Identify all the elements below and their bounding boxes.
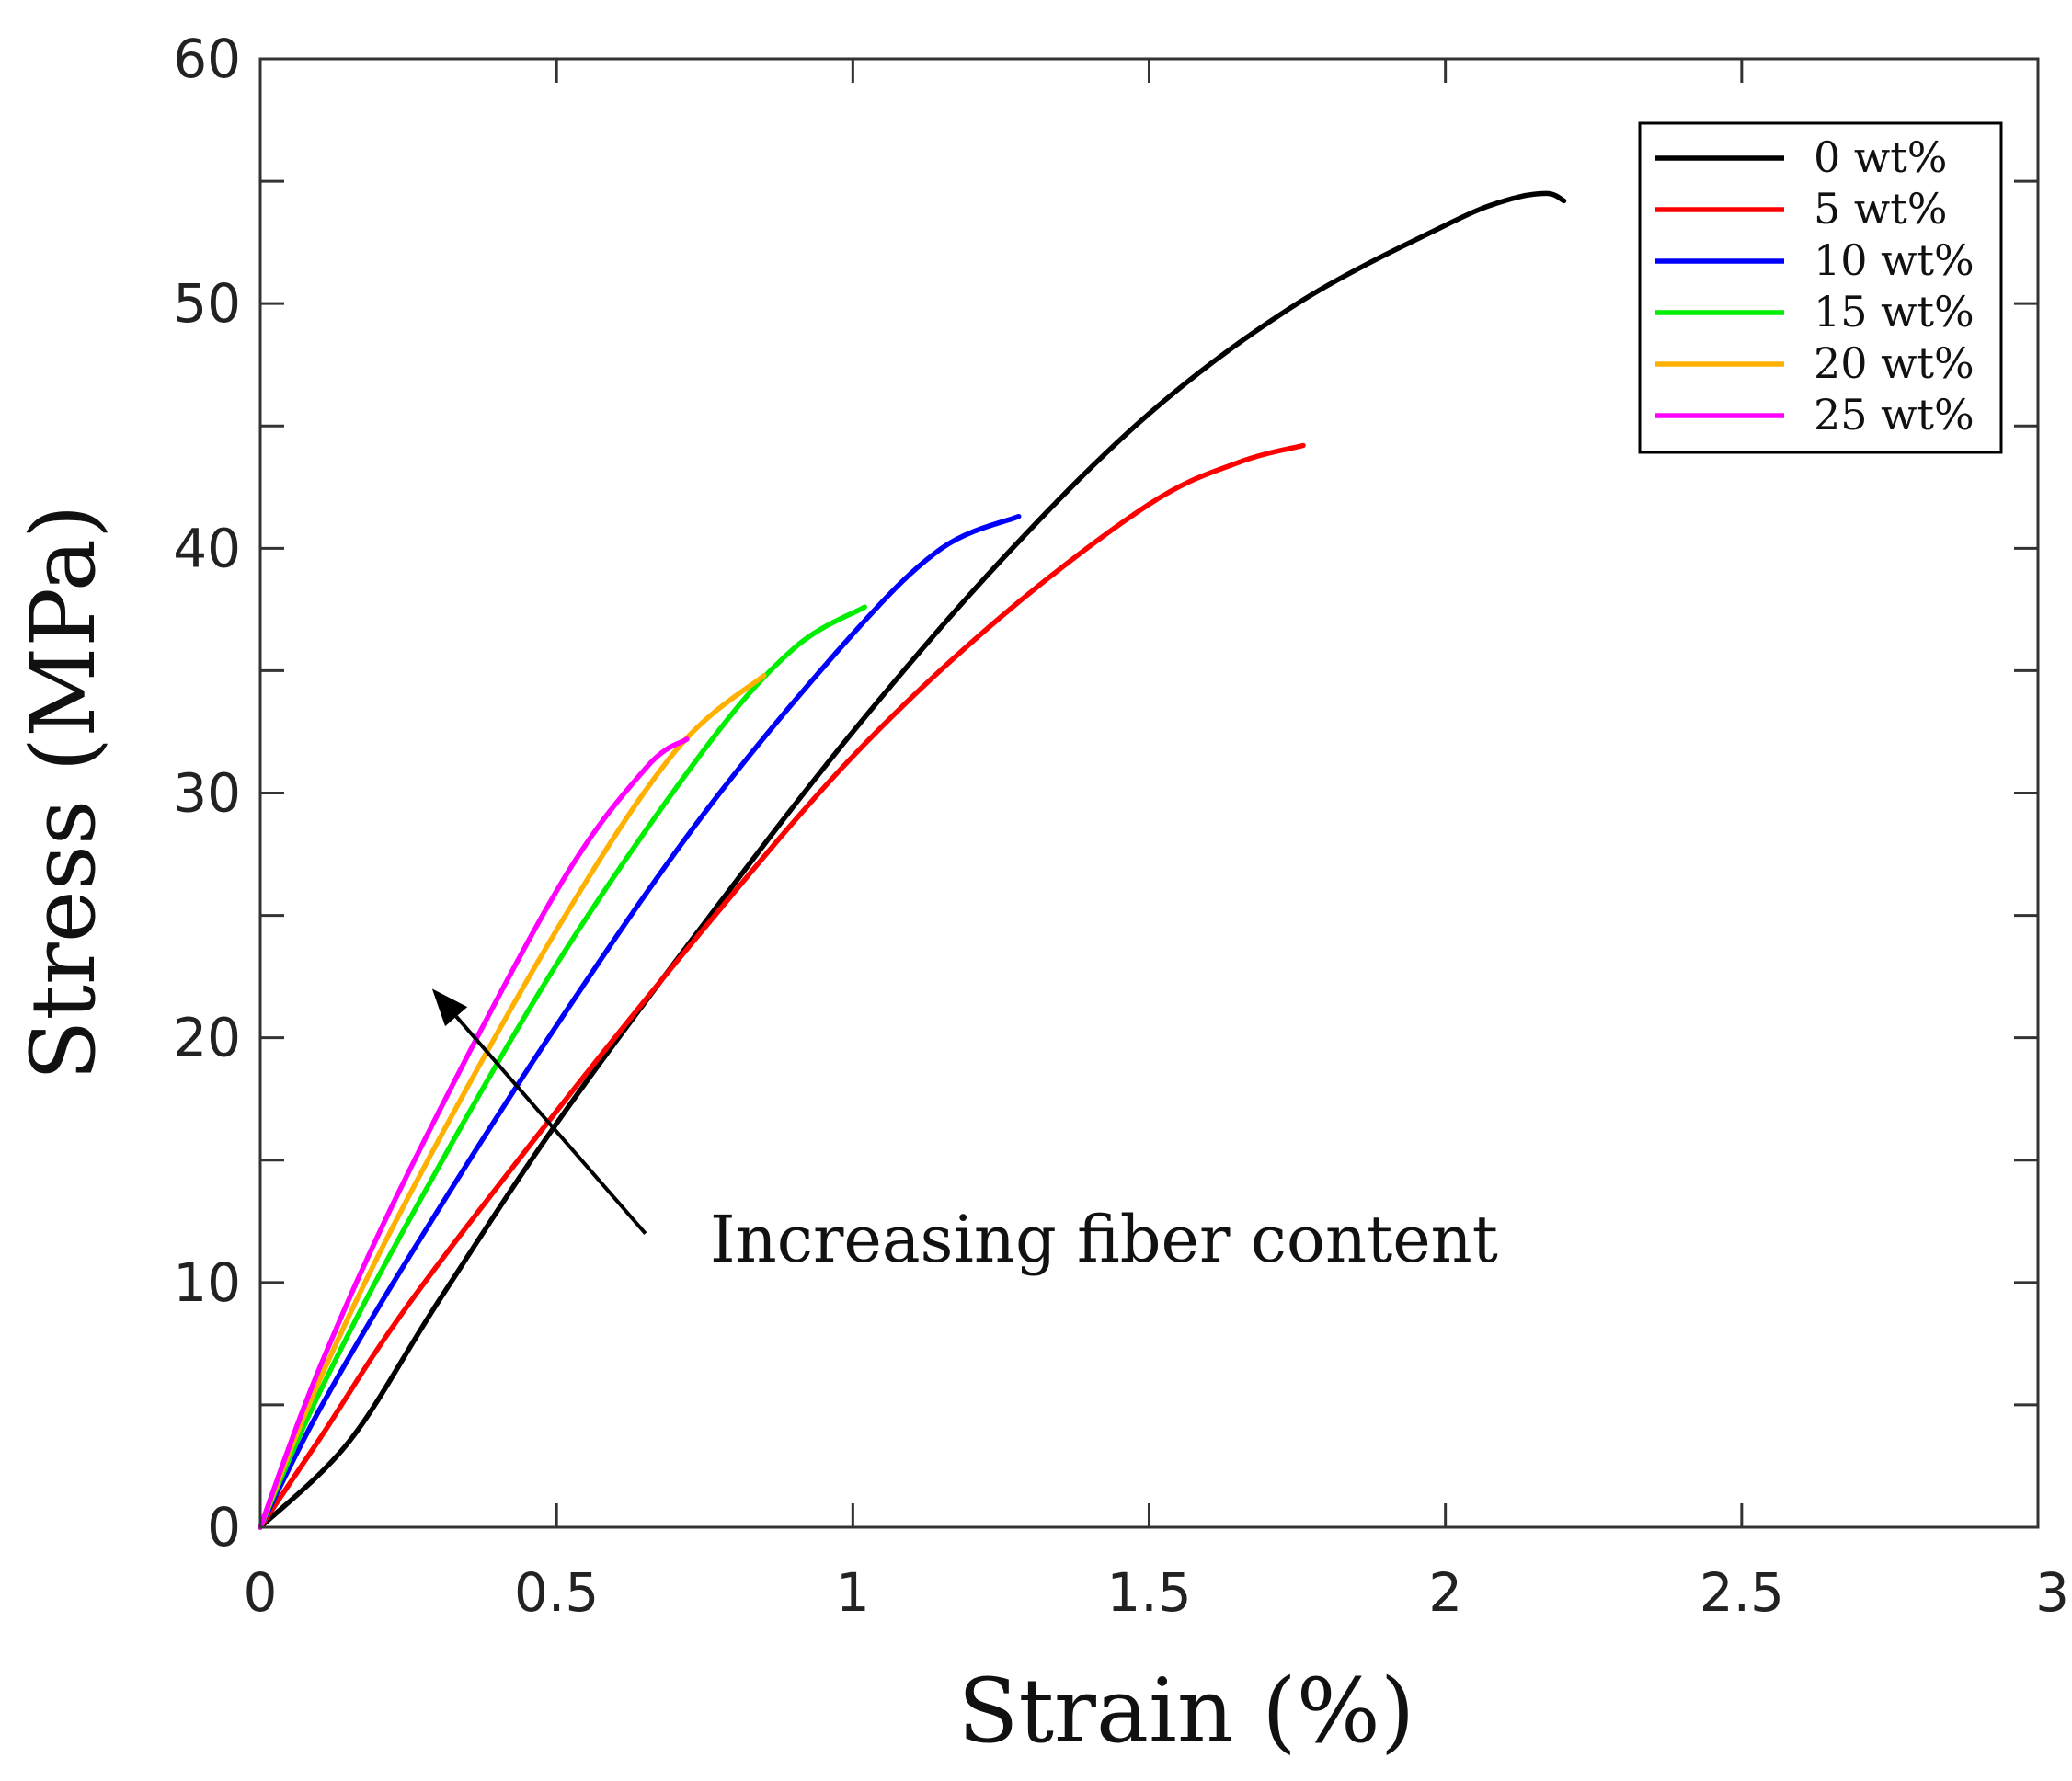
legend-box: [1638, 121, 2003, 454]
annotation-group: Increasing fiber content: [431, 988, 1498, 1277]
x-axis-title: Strain (%): [958, 1660, 1415, 1763]
x-tick-label: 2.5: [1700, 1561, 1784, 1624]
y-tick-label: 20: [173, 1007, 241, 1069]
y-tick-label: 60: [173, 28, 241, 90]
x-tick-label: 3: [2035, 1561, 2069, 1624]
legend-label-15-wt: 15 wt%: [1814, 287, 1975, 337]
y-tick-label: 10: [173, 1251, 241, 1314]
series-line-0-wt: [258, 190, 1567, 1530]
legend: 0 wt%5 wt%10 wt%15 wt%20 wt%25 wt%: [1638, 121, 2003, 454]
series-curves: [258, 190, 1567, 1530]
y-tick-label: 50: [173, 272, 241, 335]
x-tick-label: 2: [1428, 1561, 1462, 1624]
legend-label-25-wt: 25 wt%: [1814, 390, 1975, 440]
series-line-5-wt: [258, 442, 1306, 1530]
x-tick-label: 0.5: [514, 1561, 599, 1624]
annotation-arrowhead: [431, 988, 468, 1027]
series-line-15-wt: [258, 604, 867, 1530]
legend-label-10-wt: 10 wt%: [1814, 235, 1975, 285]
legend-label-20-wt: 20 wt%: [1814, 338, 1975, 388]
series-line-20-wt: [258, 672, 767, 1530]
annotation-text: Increasing fiber content: [710, 1202, 1498, 1277]
y-tick-label: 40: [173, 517, 241, 579]
y-tick-label: 0: [207, 1496, 241, 1558]
x-tick-label: 1.5: [1106, 1561, 1191, 1624]
x-tick-label: 1: [836, 1561, 870, 1624]
annotation-arrow: [454, 1015, 647, 1235]
y-axis-title: Stress (MPa): [12, 505, 115, 1081]
x-tick-label: 0: [244, 1561, 278, 1624]
series-line-10-wt: [258, 513, 1022, 1530]
series-line-25-wt: [258, 736, 690, 1530]
legend-label-0-wt: 0 wt%: [1814, 132, 1947, 182]
y-tick-label: 30: [173, 762, 241, 825]
axis-ticks: [258, 57, 2040, 1529]
legend-label-5-wt: 5 wt%: [1814, 184, 1947, 234]
